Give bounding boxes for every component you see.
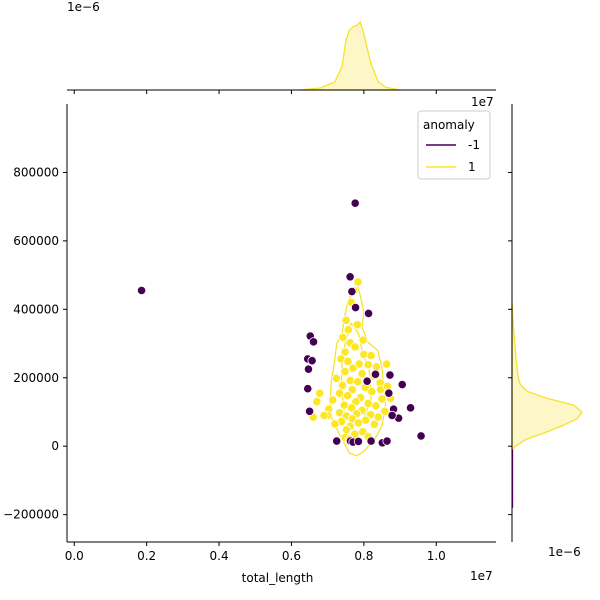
normal-point	[358, 335, 368, 345]
anomaly-point	[385, 370, 395, 380]
normal-point	[373, 412, 383, 422]
normal-point	[353, 277, 363, 287]
normal-point	[369, 419, 379, 429]
normal-point	[315, 388, 325, 398]
legend: anomaly -1 1	[417, 110, 491, 180]
x-tick-label: 0.8	[354, 549, 373, 563]
normal-point	[337, 380, 348, 390]
normal-point	[377, 394, 387, 404]
legend-label-normal: 1	[468, 160, 476, 174]
x-tick-label: 0.6	[282, 549, 301, 563]
anomaly-point	[397, 379, 407, 390]
anomaly-point	[363, 308, 374, 319]
anomaly-point	[303, 364, 314, 374]
normal-point	[353, 418, 364, 428]
anomaly-point	[405, 403, 416, 413]
top-density-scale-label: 1e−6	[67, 0, 100, 14]
anomaly-point	[370, 369, 381, 379]
x-tick-label: 0.4	[210, 549, 229, 563]
normal-point	[328, 395, 338, 405]
normal-point	[366, 350, 376, 361]
normal-point	[331, 373, 341, 384]
normal-point	[341, 315, 351, 325]
x-axis-label: total_length	[242, 571, 314, 585]
right-marginal-ticks	[508, 171, 512, 516]
y-tick-label: −200000	[3, 508, 59, 522]
normal-point	[340, 347, 350, 357]
x-tick-label: 1.0	[427, 549, 446, 563]
normal-point	[312, 397, 322, 407]
normal-point	[338, 332, 348, 342]
anomaly-point	[347, 286, 357, 297]
normal-point	[351, 397, 361, 407]
normal-point	[342, 390, 353, 401]
right-kde-curve	[511, 302, 583, 452]
normal-point	[353, 377, 363, 387]
kde-contour-outer	[329, 281, 387, 457]
normal-point	[346, 403, 357, 413]
anomaly-point	[366, 436, 376, 446]
anomaly-point	[303, 384, 313, 394]
normal-point	[371, 401, 381, 411]
legend-title: anomaly	[423, 118, 475, 132]
main-scatter-plot: 0.0 0.2 0.4 0.6 0.8 1.0 −200000 0 200000 400000 6…	[3, 95, 496, 585]
normal-point	[343, 325, 353, 335]
top-marginal-ticks	[73, 90, 437, 94]
normal-point	[340, 366, 350, 377]
x-tick-label: 0.0	[65, 549, 84, 563]
legend-label-anomaly: -1	[468, 138, 480, 152]
normal-point	[371, 362, 382, 372]
y-tick-label: 200000	[13, 371, 59, 385]
anomaly-point	[308, 337, 319, 347]
x-axis-ticks: 0.0 0.2 0.4 0.6 0.8 1.0	[65, 542, 446, 563]
x-tick-label: 0.2	[137, 549, 156, 563]
anomaly-point	[353, 436, 364, 446]
anomaly-point	[382, 436, 392, 446]
anomaly-point	[350, 303, 361, 313]
scatter-points	[136, 198, 426, 448]
anomaly-point	[332, 436, 342, 446]
normal-point	[380, 406, 390, 416]
normal-point	[348, 363, 358, 373]
right-density-scale-label: 1e−6	[548, 545, 581, 559]
normal-point	[352, 320, 362, 330]
normal-point	[330, 419, 340, 429]
normal-point	[363, 398, 373, 409]
anomaly-point	[350, 198, 360, 208]
anomaly-point	[136, 285, 147, 296]
y-tick-label: 600000	[13, 234, 59, 248]
y-tick-label: 0	[51, 439, 59, 453]
x-axis-scale-label: 1e7	[470, 569, 493, 583]
normal-point	[343, 356, 353, 366]
normal-point	[335, 388, 345, 398]
anomaly-point	[345, 272, 355, 282]
y-axis-scale-label: 1e7	[471, 95, 494, 109]
y-tick-label: 400000	[13, 302, 59, 316]
normal-point	[357, 369, 367, 379]
right-marginal-density: 1e−6	[508, 104, 583, 559]
normal-point	[350, 342, 360, 352]
anomaly-point	[304, 406, 315, 416]
normal-point	[382, 359, 392, 369]
y-tick-label: 800000	[13, 165, 59, 179]
anomaly-point	[307, 356, 317, 366]
y-axis-ticks: −200000 0 200000 400000 600000 800000	[3, 165, 67, 522]
normal-point	[363, 360, 373, 370]
normal-point	[341, 425, 352, 435]
anomaly-point	[387, 410, 397, 420]
anomaly-point	[416, 431, 426, 441]
anomaly-point	[384, 388, 394, 398]
top-kde-curve	[298, 20, 401, 91]
normal-point	[319, 410, 329, 420]
normal-point	[345, 375, 355, 386]
anomaly-point	[362, 376, 372, 386]
normal-point	[367, 386, 377, 397]
top-marginal-density: 1e−6	[67, 0, 496, 94]
